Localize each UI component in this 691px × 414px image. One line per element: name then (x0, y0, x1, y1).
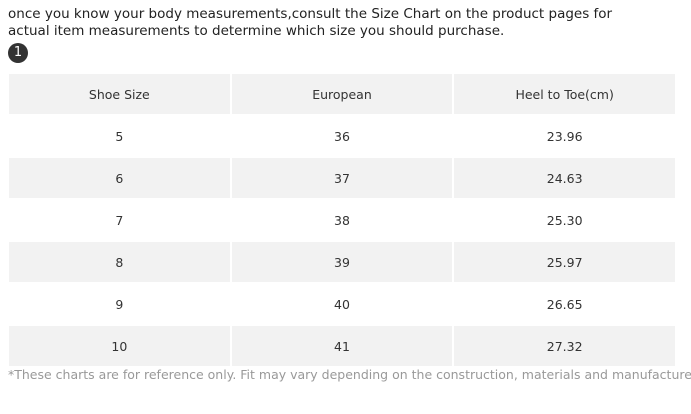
table-row: 8 39 25.97 (7, 240, 677, 284)
table-body: 5 36 23.96 6 37 24.63 7 38 25.30 8 39 25.97 9 40 26.65… (7, 114, 677, 368)
table-cell: 36 (229, 114, 455, 158)
column-header: Shoe Size (7, 72, 232, 116)
footnote: *These charts are for reference only. Fi… (8, 367, 691, 382)
table-row: 6 37 24.63 (7, 156, 677, 200)
table-cell: 25.97 (452, 240, 677, 284)
table-cell: 24.63 (452, 156, 677, 200)
table-row: 7 38 25.30 (7, 198, 677, 242)
size-table: Shoe Size European Heel to Toe(cm) 5 36 23.9… (7, 72, 677, 368)
table-cell: 9 (7, 282, 232, 326)
table-cell: 39 (229, 240, 455, 284)
table-cell: 8 (7, 240, 232, 284)
table-cell: 26.65 (452, 282, 677, 326)
column-header: European (229, 72, 455, 116)
table-cell: 6 (7, 156, 232, 200)
table-cell: 41 (229, 324, 455, 368)
intro-text: once you know your body measurements,con… (8, 6, 613, 39)
column-header: Heel to Toe(cm) (452, 72, 677, 116)
table-cell: 10 (7, 324, 232, 368)
table-row: 5 36 23.96 (7, 114, 677, 158)
step-badge: 1 (8, 43, 28, 63)
table-row: 10 41 27.32 (7, 324, 677, 368)
table-cell: 7 (7, 198, 232, 242)
table-cell: 25.30 (452, 198, 677, 242)
table-cell: 5 (7, 114, 232, 158)
table-cell: 38 (229, 198, 455, 242)
header-row: Shoe Size European Heel to Toe(cm) (7, 72, 677, 116)
table-cell: 40 (229, 282, 455, 326)
table-row: 9 40 26.65 (7, 282, 677, 326)
table-cell: 27.32 (452, 324, 677, 368)
table-cell: 37 (229, 156, 455, 200)
table-cell: 23.96 (452, 114, 677, 158)
table-head: Shoe Size European Heel to Toe(cm) (7, 72, 677, 116)
